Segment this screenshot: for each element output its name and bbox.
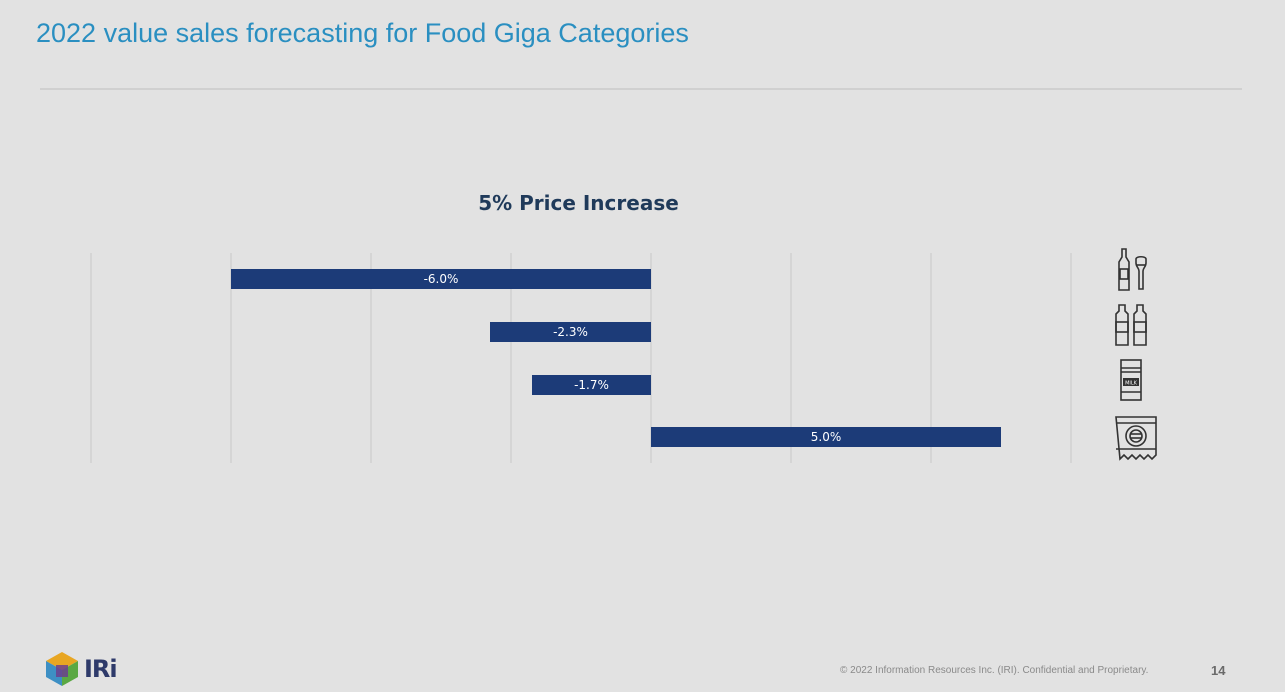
bar-3 xyxy=(651,427,1001,447)
bar-2 xyxy=(532,375,651,395)
copyright-text: © 2022 Information Resources Inc. (IRI).… xyxy=(840,665,1149,676)
bar-0 xyxy=(231,269,651,289)
title-divider xyxy=(40,88,1242,90)
packaged-food-icon xyxy=(1115,416,1157,461)
page-number: 14 xyxy=(1211,663,1226,678)
bar-label-2: -1.7% xyxy=(574,378,609,392)
svg-text:MILK: MILK xyxy=(1125,381,1138,387)
milk-carton-icon: MILK xyxy=(1120,359,1142,401)
slide-title: 2022 value sales forecasting for Food Gi… xyxy=(36,18,689,48)
bar-label-1: -2.3% xyxy=(553,325,588,339)
bar-label-3: 5.0% xyxy=(811,430,842,444)
chart-title: 5% Price Increase xyxy=(478,191,679,215)
bar-label-0: -6.0% xyxy=(424,272,459,286)
beverages-icon xyxy=(1118,248,1147,291)
bar-1 xyxy=(490,322,651,342)
bottled-drinks-icon xyxy=(1115,304,1147,346)
logo-text: IRi xyxy=(84,655,118,683)
iri-logo-icon xyxy=(46,652,78,686)
